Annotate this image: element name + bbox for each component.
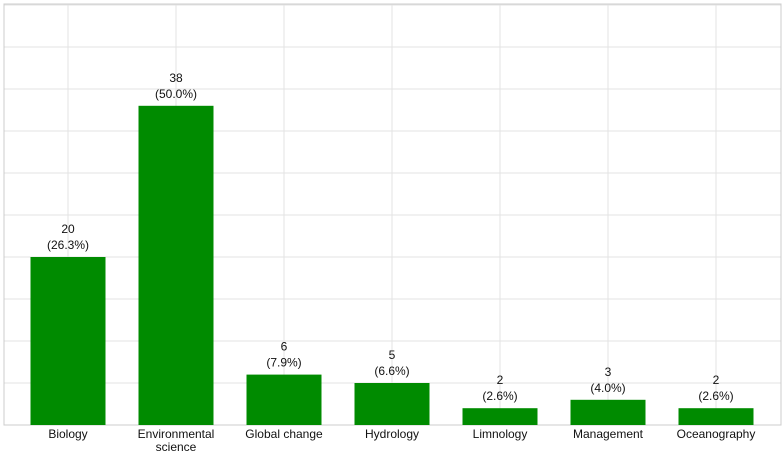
value-label: 3 <box>605 365 612 379</box>
value-label: 20 <box>61 222 75 236</box>
percent-label: (4.0%) <box>590 381 625 395</box>
bar <box>462 408 538 425</box>
percent-label: (2.6%) <box>698 389 733 403</box>
x-tick-label: Limnology <box>472 427 528 441</box>
percent-label: (26.3%) <box>47 238 89 252</box>
percent-label: (6.6%) <box>374 364 409 378</box>
bar <box>678 408 754 425</box>
percent-label: (50.0%) <box>155 87 197 101</box>
bar <box>30 257 106 425</box>
x-tick-label: Biology <box>48 427 88 441</box>
bar <box>246 374 322 425</box>
x-tick-label: Environmental science <box>137 427 215 452</box>
value-label: 5 <box>389 348 396 362</box>
x-tick-label: Oceanography <box>676 427 756 441</box>
percent-label: (2.6%) <box>482 389 517 403</box>
value-label: 2 <box>713 373 720 387</box>
percent-label: (7.9%) <box>266 356 301 370</box>
value-label: 2 <box>497 373 504 387</box>
value-label: 6 <box>281 340 288 354</box>
bar <box>354 383 430 425</box>
value-label: 38 <box>169 71 183 85</box>
bar <box>138 105 214 426</box>
x-tick-label: Hydrology <box>364 427 420 441</box>
x-tick-label: Global change <box>245 427 323 441</box>
x-tick-label: Management <box>572 427 644 441</box>
bar <box>570 399 646 425</box>
